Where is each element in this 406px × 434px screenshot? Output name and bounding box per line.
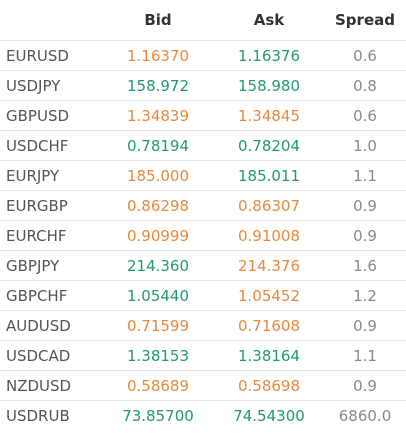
bid-cell: 1.05440	[102, 280, 214, 311]
bid-cell: 1.38153	[102, 340, 214, 371]
bid-cell: 0.58689	[102, 370, 214, 401]
spread-cell: 0.9	[324, 220, 406, 251]
header-cell: Bid	[144, 11, 172, 29]
spread-cell: 1.0	[324, 130, 406, 161]
bid-cell: 0.78194	[102, 130, 214, 161]
pair-cell: EURCHF	[0, 220, 102, 251]
spread-cell: 0.6	[324, 40, 406, 71]
pair-cell: EURJPY	[0, 160, 102, 191]
header-row: Bid Ask Spread	[0, 0, 406, 41]
quote-row: NZDUSD 0.58689 0.58698 0.9	[0, 370, 406, 401]
header-cell: Ask	[253, 11, 285, 29]
quote-row: USDCHF 0.78194 0.78204 1.0	[0, 130, 406, 161]
ask-cell: 0.58698	[214, 370, 324, 401]
quote-row: USDJPY 158.972 158.980 0.8	[0, 70, 406, 101]
pair-cell: GBPUSD	[0, 100, 102, 131]
pair-cell: AUDUSD	[0, 310, 102, 341]
quote-row: GBPCHF 1.05440 1.05452 1.2	[0, 280, 406, 311]
ask-cell: 0.86307	[214, 190, 324, 221]
bid-cell: 1.34839	[102, 100, 214, 131]
ask-cell: 0.71608	[214, 310, 324, 341]
bid-cell: 185.000	[102, 160, 214, 191]
ask-cell: 158.980	[214, 70, 324, 101]
ask-cell: 1.34845	[214, 100, 324, 131]
quote-row: USDCAD 1.38153 1.38164 1.1	[0, 340, 406, 371]
ask-cell: 74.54300	[214, 400, 324, 430]
spread-cell: 0.9	[324, 190, 406, 221]
spread-cell: 1.2	[324, 280, 406, 311]
quote-row: GBPJPY 214.360 214.376 1.6	[0, 250, 406, 281]
quote-row: AUDUSD 0.71599 0.71608 0.9	[0, 310, 406, 341]
header-cell: Spread	[335, 11, 395, 29]
spread-cell: 1.1	[324, 160, 406, 191]
bid-cell: 0.71599	[102, 310, 214, 341]
quote-row: EURJPY 185.000 185.011 1.1	[0, 160, 406, 191]
quote-row: EURGBP 0.86298 0.86307 0.9	[0, 190, 406, 221]
bid-cell: 0.86298	[102, 190, 214, 221]
table-body: EURUSD 1.16370 1.16376 0.6 USDJPY 158.972 158.…	[0, 40, 406, 430]
ask-cell: 0.78204	[214, 130, 324, 161]
spread-cell: 1.6	[324, 250, 406, 281]
header-cell	[0, 0, 102, 41]
spread-cell: 0.9	[324, 370, 406, 401]
spread-cell: 6860.0	[324, 400, 406, 430]
ask-cell: 1.16376	[214, 40, 324, 71]
bid-cell: 0.90999	[102, 220, 214, 251]
quote-row: GBPUSD 1.34839 1.34845 0.6	[0, 100, 406, 131]
pair-cell: GBPCHF	[0, 280, 102, 311]
spread-cell: 0.6	[324, 100, 406, 131]
bid-cell: 214.360	[102, 250, 214, 281]
pair-cell: USDCHF	[0, 130, 102, 161]
pair-cell: USDCAD	[0, 340, 102, 371]
pair-cell: GBPJPY	[0, 250, 102, 281]
pair-cell: EURUSD	[0, 40, 102, 71]
ask-cell: 214.376	[214, 250, 324, 281]
pair-cell: EURGBP	[0, 190, 102, 221]
quote-row: EURUSD 1.16370 1.16376 0.6	[0, 40, 406, 71]
ask-cell: 0.91008	[214, 220, 324, 251]
bid-cell: 1.16370	[102, 40, 214, 71]
pair-cell: USDJPY	[0, 70, 102, 101]
spread-cell: 0.8	[324, 70, 406, 101]
bid-cell: 73.85700	[102, 400, 214, 430]
quote-row: USDRUB 73.85700 74.54300 6860.0	[0, 400, 406, 430]
ask-cell: 1.38164	[214, 340, 324, 371]
bid-cell: 158.972	[102, 70, 214, 101]
quote-row: EURCHF 0.90999 0.91008 0.9	[0, 220, 406, 251]
pair-cell: NZDUSD	[0, 370, 102, 401]
spread-cell: 1.1	[324, 340, 406, 371]
ask-cell: 185.011	[214, 160, 324, 191]
ask-cell: 1.05452	[214, 280, 324, 311]
pair-cell: USDRUB	[0, 400, 102, 430]
spread-cell: 0.9	[324, 310, 406, 341]
